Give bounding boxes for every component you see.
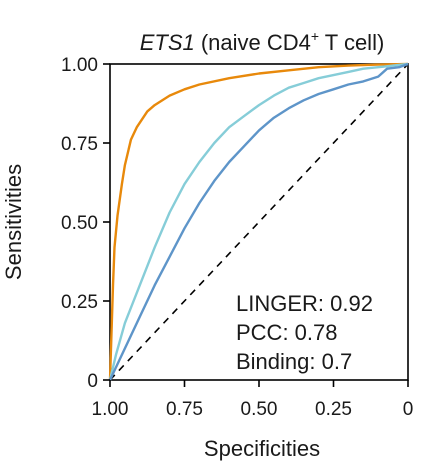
x-tick-label: 0.25: [315, 399, 352, 420]
title-gene: ETS1: [140, 30, 195, 55]
annotation-binding: Binding: 0.7: [236, 349, 352, 374]
chart-title: ETS1 (naive CD4+ T cell): [140, 28, 385, 55]
y-tick-label: 0.25: [61, 292, 98, 313]
title-superscript: +: [311, 28, 319, 44]
series-linger-line: [108, 62, 409, 381]
y-tick-label: 1.00: [61, 55, 98, 76]
y-tick-label: 0: [87, 371, 98, 392]
y-axis-label: Sensitivities: [1, 164, 26, 280]
series-pcc-line: [108, 62, 409, 381]
title-context-prefix: (naive CD4: [195, 30, 311, 55]
x-tick-label: 0.75: [166, 399, 203, 420]
y-tick-label: 0.75: [61, 134, 98, 155]
x-tick-label: 0.50: [241, 399, 278, 420]
x-tick-label: 0: [403, 399, 414, 420]
annotation-pcc: PCC: 0.78: [236, 320, 338, 345]
x-axis-label: Specificities: [204, 436, 320, 461]
annotation-linger: LINGER: 0.92: [236, 291, 373, 316]
series-binding-line: [108, 62, 409, 381]
x-tick-label: 1.00: [92, 399, 129, 420]
title-context-suffix: T cell): [319, 30, 384, 55]
y-axis: 0 0.25 0.50 0.75 1.00: [61, 55, 110, 392]
y-tick-label: 0.50: [61, 213, 98, 234]
series-layer: [108, 62, 409, 381]
x-axis: 1.00 0.75 0.50 0.25 0: [92, 380, 414, 420]
